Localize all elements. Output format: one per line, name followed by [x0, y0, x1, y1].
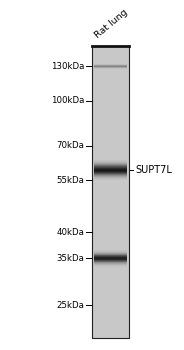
Bar — [94, 179, 127, 180]
Text: 70kDa: 70kDa — [57, 141, 85, 150]
Text: 55kDa: 55kDa — [57, 176, 85, 185]
Bar — [94, 175, 127, 176]
Bar — [94, 263, 127, 264]
Bar — [94, 164, 127, 165]
Text: 35kDa: 35kDa — [57, 254, 85, 263]
Bar — [94, 261, 127, 262]
Bar — [94, 161, 127, 162]
Text: Rat lung: Rat lung — [93, 8, 129, 40]
Bar — [94, 165, 127, 166]
Bar — [94, 169, 127, 170]
Text: 40kDa: 40kDa — [57, 228, 85, 237]
Bar — [94, 264, 127, 265]
Bar — [94, 173, 127, 174]
Bar — [94, 174, 127, 175]
Bar — [94, 260, 127, 261]
Bar — [94, 266, 127, 267]
Bar — [94, 170, 127, 171]
Bar — [94, 252, 127, 253]
Bar — [94, 163, 127, 164]
Bar — [94, 251, 127, 252]
Bar — [94, 168, 127, 169]
Text: 25kDa: 25kDa — [57, 301, 85, 309]
Bar — [94, 167, 127, 168]
Bar — [94, 178, 127, 179]
Bar — [92, 46, 129, 338]
Bar — [94, 177, 127, 178]
Bar — [94, 250, 127, 251]
Bar — [94, 253, 127, 254]
Bar — [94, 176, 127, 177]
Bar — [94, 256, 127, 257]
Bar — [94, 258, 127, 259]
Text: 130kDa: 130kDa — [51, 62, 85, 71]
Bar — [94, 254, 127, 255]
Text: SUPT7L: SUPT7L — [135, 165, 172, 175]
Bar — [94, 172, 127, 173]
Bar — [94, 162, 127, 163]
Text: 100kDa: 100kDa — [51, 97, 85, 105]
Bar — [94, 257, 127, 258]
Bar — [94, 255, 127, 256]
Bar — [94, 262, 127, 263]
Bar — [94, 171, 127, 172]
Bar — [94, 166, 127, 167]
Bar — [94, 259, 127, 260]
Bar — [94, 180, 127, 181]
Bar — [94, 160, 127, 161]
Bar — [94, 265, 127, 266]
